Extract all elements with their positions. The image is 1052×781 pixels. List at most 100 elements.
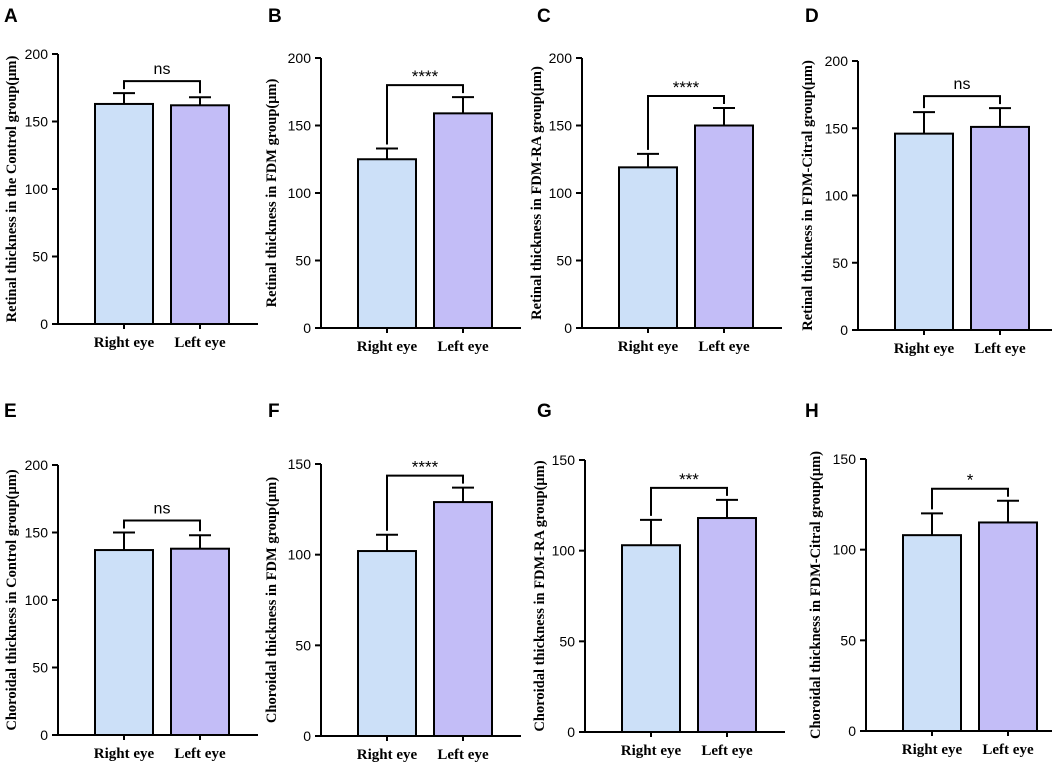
panel-letter: F	[268, 401, 280, 422]
y-axis-label: Retinal thickness in FDM-Citral group(μm…	[800, 60, 816, 331]
y-tick-label: 150	[25, 114, 49, 130]
panel-letter: A	[4, 6, 18, 27]
panel-e: E Choroidal thickness in Control group(μm…	[4, 401, 258, 762]
significance-label: ****	[412, 67, 439, 86]
x-category-label: Right eye	[621, 743, 682, 759]
y-tick-label: 0	[303, 728, 311, 744]
panel-letter: H	[805, 401, 819, 422]
x-category-label: Left eye	[974, 341, 1026, 357]
y-tick-label: 150	[288, 118, 312, 134]
panel-letter: D	[805, 6, 819, 27]
y-tick-label: 50	[295, 253, 311, 269]
y-tick-label: 0	[40, 316, 48, 332]
y-tick-label: 0	[564, 320, 572, 336]
y-tick-label: 50	[832, 255, 848, 271]
y-tick-label: 200	[288, 50, 312, 66]
bar-left-eye	[697, 517, 757, 733]
y-tick-label: 200	[549, 50, 573, 66]
x-category-label: Left eye	[174, 746, 226, 762]
bar-right-eye	[894, 132, 954, 331]
bar-right-eye	[94, 102, 154, 325]
significance-bracket	[923, 95, 1001, 109]
y-tick-label: 0	[840, 322, 848, 338]
panel-h: H Choroidal thickness in FDM-Citral group…	[805, 401, 1052, 758]
y-tick-label: 0	[567, 724, 575, 740]
significance-label: *	[967, 471, 974, 490]
bar-right-eye	[357, 550, 417, 737]
y-tick-label: 150	[552, 452, 576, 468]
bar-left-eye	[978, 521, 1038, 733]
x-category-label: Right eye	[902, 742, 963, 758]
y-tick-label: 50	[556, 253, 572, 269]
panel-d: D Retinal thickness in FDM-Citral group(μ…	[800, 6, 1052, 357]
bar-left-eye	[433, 112, 493, 329]
y-tick-label: 100	[288, 547, 312, 563]
x-category-label: Right eye	[94, 746, 155, 762]
y-tick-label: 150	[549, 118, 573, 134]
panel-letter: B	[268, 6, 282, 27]
significance-label: ns	[154, 501, 171, 518]
significance-bracket	[386, 84, 464, 145]
panel-letter: G	[537, 401, 552, 422]
y-tick-label: 50	[32, 249, 48, 265]
significance-bracket	[647, 94, 725, 150]
significance-label: ns	[154, 61, 171, 78]
bar-right-eye	[618, 166, 678, 329]
significance-label: ***	[679, 470, 699, 489]
y-axis-label: Choroidal thickness in FDM-RA group(μm)	[532, 460, 548, 731]
y-tick-label: 0	[303, 320, 311, 336]
bar-right-eye	[902, 534, 962, 732]
bar-right-eye	[621, 544, 681, 734]
panel-letter: E	[4, 401, 17, 422]
panel-letter: C	[537, 6, 551, 27]
significance-bracket	[650, 486, 728, 516]
bar-right-eye	[94, 549, 154, 736]
y-tick-label: 50	[32, 660, 48, 676]
y-tick-label: 100	[25, 181, 49, 197]
y-tick-label: 150	[825, 120, 849, 136]
panel-b: B Retinal thickness in FDM group(μm) 0 50 10…	[264, 6, 521, 355]
y-tick-label: 50	[295, 637, 311, 653]
significance-bracket	[931, 487, 1009, 510]
y-axis-label: Choroidal thickness in Control group(μm)	[4, 469, 20, 730]
y-tick-label: 150	[25, 525, 49, 541]
significance-bracket	[123, 519, 201, 532]
bar-left-eye	[433, 501, 493, 737]
y-tick-label: 150	[288, 456, 312, 472]
panel-f: F Choroidal thickness in FDM group(μm) 0 50…	[264, 401, 521, 763]
significance-label: ****	[412, 458, 439, 477]
y-tick-label: 50	[559, 633, 575, 649]
x-category-label: Right eye	[94, 335, 155, 351]
panel-c: C Retinal thickness in FDM-RA group(μm) 0 5…	[529, 6, 782, 355]
x-category-label: Left eye	[437, 747, 489, 763]
x-category-label: Left eye	[982, 742, 1034, 758]
x-category-label: Left eye	[174, 335, 226, 351]
y-tick-label: 200	[25, 46, 49, 62]
bar-left-eye	[694, 124, 754, 329]
y-tick-label: 100	[552, 543, 576, 559]
significance-label: ****	[673, 78, 700, 97]
bar-left-eye	[170, 547, 230, 737]
y-tick-label: 200	[25, 457, 49, 473]
y-tick-label: 100	[825, 188, 849, 204]
y-tick-label: 0	[848, 723, 856, 739]
bar-left-eye	[970, 125, 1030, 331]
x-category-label: Right eye	[357, 747, 418, 763]
y-tick-label: 0	[40, 727, 48, 743]
y-axis-label: Retinal thickness in FDM group(μm)	[264, 78, 280, 307]
significance-bracket	[123, 80, 201, 94]
significance-label: ns	[954, 76, 971, 93]
significance-bracket	[386, 474, 464, 531]
panel-g: G Choroidal thickness in FDM-RA group(μm)…	[532, 401, 785, 759]
y-tick-label: 150	[833, 451, 857, 467]
y-tick-label: 50	[840, 632, 856, 648]
y-tick-label: 100	[833, 542, 857, 558]
x-category-label: Right eye	[357, 339, 418, 355]
x-category-label: Left eye	[698, 339, 750, 355]
x-category-label: Right eye	[618, 339, 679, 355]
y-tick-label: 100	[549, 185, 573, 201]
y-tick-label: 200	[825, 53, 849, 69]
y-axis-label: Retinal thickness in FDM-RA group(μm)	[529, 66, 545, 320]
y-tick-label: 100	[288, 185, 312, 201]
